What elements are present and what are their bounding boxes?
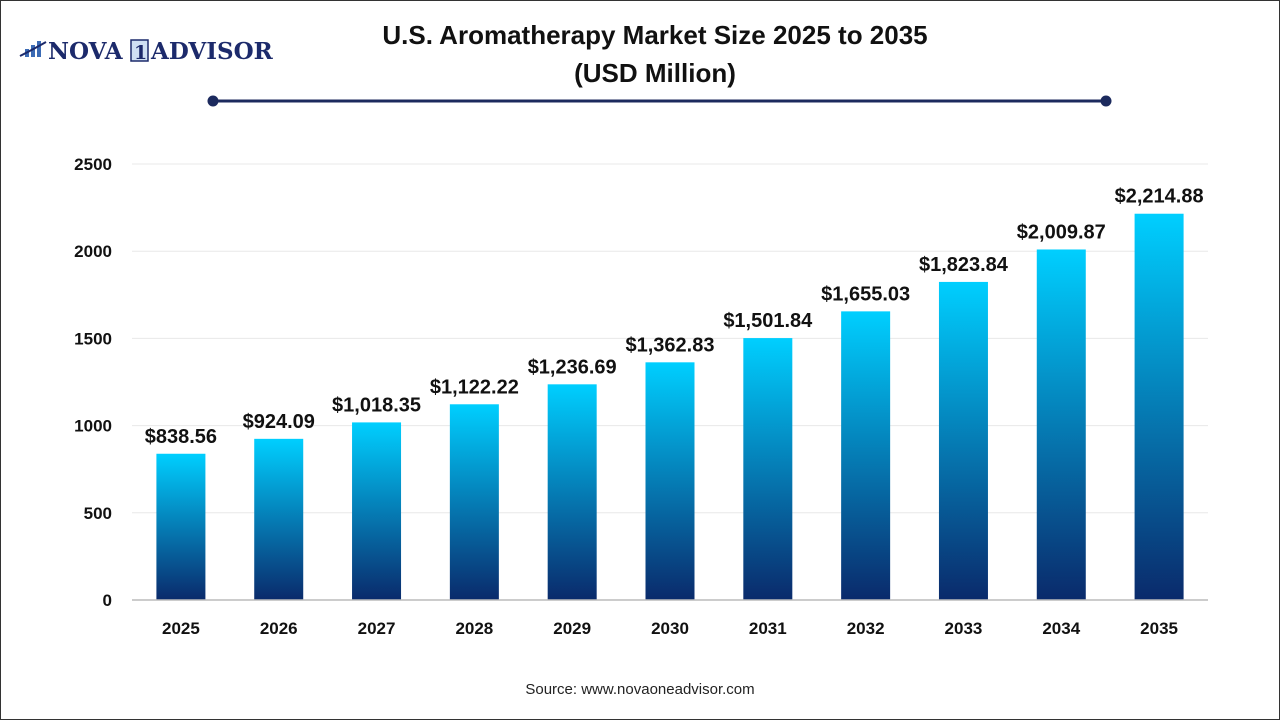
data-label: $1,823.84: [919, 254, 1009, 276]
bar-2027: [352, 422, 402, 600]
x-tick-label: 2030: [651, 619, 689, 638]
x-tick-label: 2029: [553, 619, 591, 638]
x-tick-label: 2032: [847, 619, 885, 638]
logo: NOVA 1 ADVISOR: [19, 38, 274, 65]
data-label: $838.56: [145, 426, 217, 448]
x-tick-label: 2028: [455, 619, 493, 638]
data-label: $2,214.88: [1115, 186, 1204, 208]
y-tick-label: 0: [103, 591, 112, 610]
chart-title: U.S. Aromatherapy Market Size 2025 to 20…: [382, 20, 927, 50]
x-tick-label: 2035: [1140, 619, 1178, 638]
source-text: Source: www.novaoneadvisor.com: [525, 681, 754, 698]
logo-text-box: 1: [134, 42, 147, 64]
x-tick-label: 2034: [1042, 619, 1080, 638]
y-tick-label: 1500: [74, 329, 112, 348]
y-tick-label: 500: [84, 504, 112, 523]
x-tick-label: 2026: [260, 619, 298, 638]
chart-subtitle: (USD Million): [574, 58, 736, 88]
bar-2033: [938, 281, 988, 600]
logo-chart-icon: [19, 41, 47, 57]
data-label: $1,362.83: [626, 334, 715, 356]
bar-2028: [449, 404, 499, 600]
data-label: $1,655.03: [821, 283, 910, 305]
x-tick-label: 2031: [749, 619, 787, 638]
x-tick-label: 2025: [162, 619, 200, 638]
bar-2032: [841, 311, 891, 600]
bar-2026: [254, 438, 304, 600]
bar-2025: [156, 453, 206, 600]
bar-2029: [547, 384, 597, 600]
data-label: $1,018.35: [332, 394, 421, 416]
data-label: $1,122.22: [430, 376, 519, 398]
y-tick-label: 2500: [74, 155, 112, 174]
logo-text-right: ADVISOR: [150, 38, 274, 65]
bar-2030: [645, 362, 695, 600]
x-tick-label: 2027: [358, 619, 396, 638]
y-tick-label: 1000: [74, 417, 112, 436]
data-label: $924.09: [243, 411, 315, 433]
bar-2034: [1036, 249, 1086, 600]
y-tick-label: 2000: [74, 242, 112, 261]
title-divider: [207, 95, 1112, 107]
bar-2035: [1134, 213, 1184, 601]
logo-text-left: NOVA: [48, 38, 124, 65]
data-label: $1,501.84: [723, 310, 813, 332]
data-label: $1,236.69: [528, 356, 617, 378]
data-label: $2,009.87: [1017, 221, 1106, 243]
x-tick-label: 2033: [945, 619, 983, 638]
bar-2031: [743, 338, 793, 600]
